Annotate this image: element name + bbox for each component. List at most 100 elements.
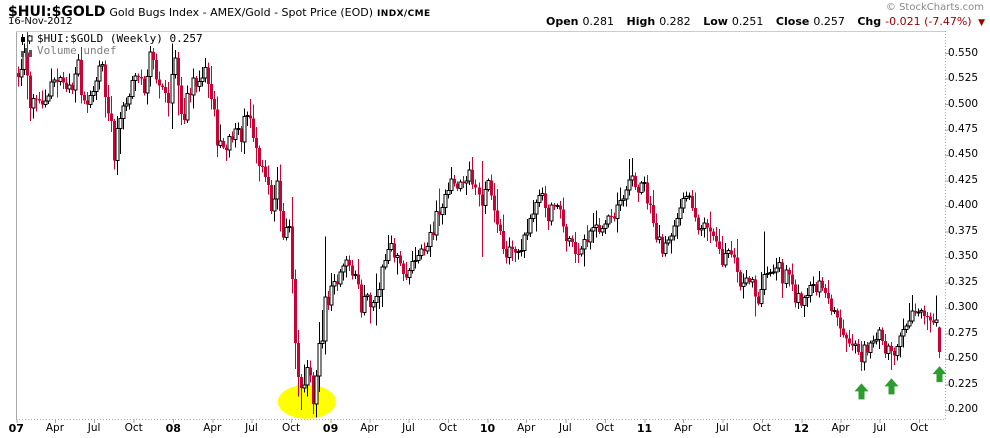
chg-value: -0.021 (-7.47%) — [885, 15, 972, 28]
candle-body — [652, 204, 655, 223]
candle-body — [19, 68, 24, 78]
candle-body — [594, 224, 599, 228]
candle-body — [741, 282, 746, 288]
candle-body — [284, 227, 289, 238]
candle-body — [639, 182, 644, 193]
candle-body — [73, 73, 78, 91]
candle-body — [332, 280, 337, 287]
candle-body — [914, 310, 917, 313]
candle-body — [663, 242, 668, 254]
candle-body — [836, 310, 839, 318]
candle-body — [788, 270, 791, 275]
chart-legend: $HUI:$GOLD (Weekly) 0.257 Volume undef — [20, 33, 203, 57]
x-axis-label: Jul — [559, 422, 572, 434]
x-axis-label: 09 — [322, 422, 339, 435]
candle-body — [934, 319, 939, 324]
x-axis-label: Oct — [281, 422, 301, 434]
candle-body — [514, 249, 517, 253]
candle-body — [453, 178, 456, 184]
candle-body — [490, 180, 493, 196]
x-axis-label: 08 — [165, 422, 181, 435]
candle-body — [252, 118, 255, 139]
candle-body — [419, 248, 424, 256]
candle-body — [817, 280, 822, 293]
candle-body — [478, 187, 481, 195]
quote-readout: Open 0.281 High 0.282 Low 0.251 Close 0.257 … — [546, 15, 985, 28]
candle-body — [603, 223, 608, 230]
candle-body — [507, 246, 512, 259]
candle-body — [118, 118, 123, 129]
x-axis-label: Apr — [517, 422, 536, 434]
candle-body — [43, 100, 48, 105]
candle-body — [733, 254, 736, 258]
candle-body — [744, 277, 749, 284]
candle-body — [684, 195, 689, 200]
candle-body — [657, 236, 662, 241]
candle-body — [815, 284, 818, 292]
candle-body — [49, 81, 54, 97]
candle-body — [661, 236, 664, 254]
candle-body — [97, 65, 102, 82]
candle-body — [272, 198, 277, 212]
x-axis-label: Apr — [831, 422, 850, 434]
candle-body — [446, 190, 451, 196]
candle-body — [588, 230, 593, 243]
candle-body — [697, 217, 700, 230]
candle-body — [637, 187, 640, 193]
candle-body — [145, 76, 150, 94]
candle-body — [547, 208, 550, 221]
candle-body — [336, 281, 339, 285]
candle-body — [86, 100, 89, 105]
x-axis-label: Jul — [87, 422, 101, 434]
candle-body — [666, 239, 671, 244]
candle-body — [929, 316, 932, 321]
candle-body — [800, 293, 803, 306]
candle-body — [562, 209, 565, 227]
y-axis-label: 0.450 — [948, 148, 979, 161]
candle-body — [270, 185, 273, 212]
candle-body — [519, 249, 524, 252]
candle-body — [678, 207, 683, 220]
candle-body — [932, 320, 935, 323]
candle-body — [76, 59, 81, 75]
candle-body — [904, 325, 909, 330]
candle-body — [886, 345, 891, 355]
y-axis-label: 0.200 — [948, 403, 979, 416]
candle-body — [694, 208, 697, 218]
candle-body — [901, 328, 906, 337]
volume-icon — [21, 47, 32, 57]
candle-body — [449, 178, 454, 192]
candle-body — [443, 194, 448, 208]
candle-body — [458, 181, 463, 190]
candle-body — [848, 338, 851, 344]
candle-body — [62, 77, 65, 83]
candle-body — [577, 254, 580, 256]
candle-body — [173, 57, 178, 76]
candle-body — [317, 343, 322, 377]
candle-body — [534, 202, 539, 215]
candle-body — [499, 224, 502, 232]
candle-body — [730, 250, 733, 255]
chg-label: Chg — [857, 15, 882, 28]
candle-body — [621, 198, 626, 202]
candle-body — [672, 225, 677, 237]
candle-body — [56, 79, 59, 82]
y-axis-label: 0.325 — [948, 275, 979, 288]
candle-body — [615, 204, 620, 220]
y-axis-label: 0.525 — [948, 72, 979, 85]
low-label: Low — [703, 15, 728, 28]
candle-body — [811, 284, 816, 287]
candle-body — [227, 135, 232, 151]
candle-body — [505, 248, 508, 258]
candle-body — [91, 91, 96, 97]
candle-body — [200, 77, 205, 83]
candle-body — [351, 265, 354, 276]
candle-body — [502, 231, 505, 249]
candle-body — [669, 235, 674, 241]
candle-body — [796, 292, 801, 304]
candle-body — [926, 315, 929, 317]
candle-body — [762, 274, 767, 291]
candle-body — [113, 120, 116, 161]
candle-body — [327, 296, 330, 305]
